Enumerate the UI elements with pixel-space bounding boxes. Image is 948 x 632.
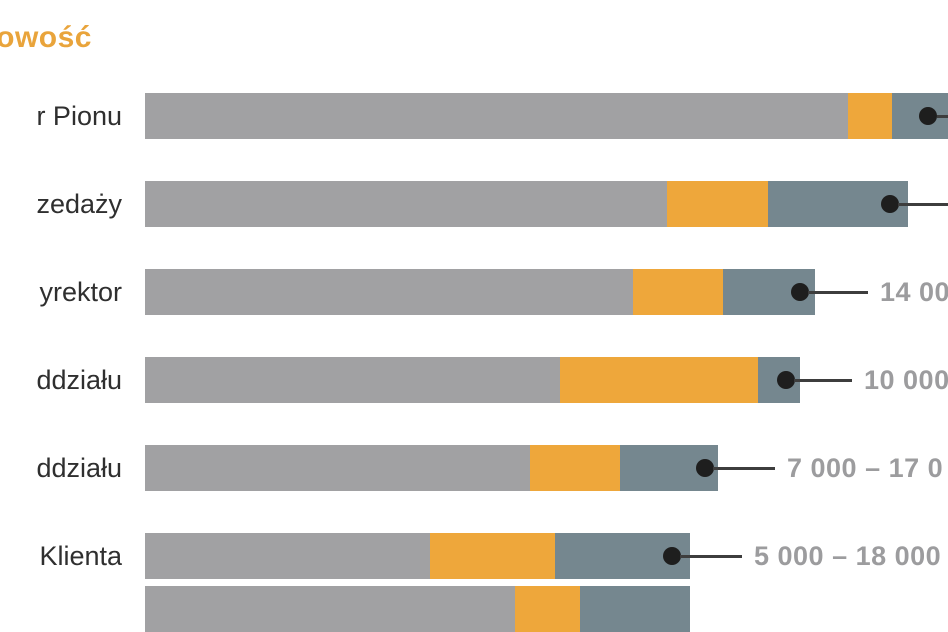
category-label: ddziału — [36, 364, 122, 395]
leader-line — [794, 378, 852, 382]
marker-dot — [663, 547, 681, 565]
salary-bar — [145, 445, 718, 491]
bar-row: zedaży — [0, 181, 948, 227]
bar-segment-gray — [145, 445, 530, 491]
value-label: 5 000 – 18 000 — [754, 540, 942, 571]
bar-segment-gray — [145, 533, 430, 579]
salary-bar — [145, 357, 800, 403]
bar-segment-orange — [430, 533, 555, 579]
category-label: ddziału — [36, 452, 122, 483]
leader-line — [680, 554, 742, 558]
bar-row: ddziału 7 000 – 17 0 — [0, 445, 948, 491]
leader-line — [937, 114, 948, 118]
bar-segment-orange — [633, 269, 723, 315]
bar-row: ddziału 10 000 — [0, 357, 948, 403]
salary-bar — [145, 93, 948, 139]
bar-segment-gray — [145, 181, 667, 227]
bar-segment-gray — [145, 357, 560, 403]
leader-line — [808, 290, 868, 294]
salary-bar — [145, 533, 690, 579]
salary-bar — [145, 181, 908, 227]
value-label: 7 000 – 17 0 — [787, 452, 944, 483]
category-label: yrektor — [39, 276, 122, 307]
value-label: 14 00 — [880, 276, 948, 307]
marker-dot — [791, 283, 809, 301]
bar-segment-orange — [667, 181, 768, 227]
marker-dot — [777, 371, 795, 389]
bar-row: Klienta 5 000 – 18 000 — [0, 533, 948, 579]
bar-segment-orange — [848, 93, 892, 139]
chart-title: owość — [0, 21, 92, 54]
category-label: r Pionu — [36, 100, 122, 131]
marker-dot — [881, 195, 899, 213]
bar-segment-orange — [530, 445, 620, 491]
category-label: Klienta — [39, 540, 122, 571]
value-label: 10 000 — [864, 364, 948, 395]
leader-line — [898, 202, 948, 206]
marker-dot — [919, 107, 937, 125]
bar-row: yrektor 14 00 — [0, 269, 948, 315]
salary-bar — [145, 269, 815, 315]
bar-segment-orange — [560, 357, 758, 403]
category-label: zedaży — [36, 188, 122, 219]
marker-dot — [696, 459, 714, 477]
leader-line — [713, 466, 775, 470]
bar-segment-gray — [145, 93, 848, 139]
bar-segment-gray — [145, 269, 633, 315]
bar-row: r Pionu — [0, 93, 948, 139]
